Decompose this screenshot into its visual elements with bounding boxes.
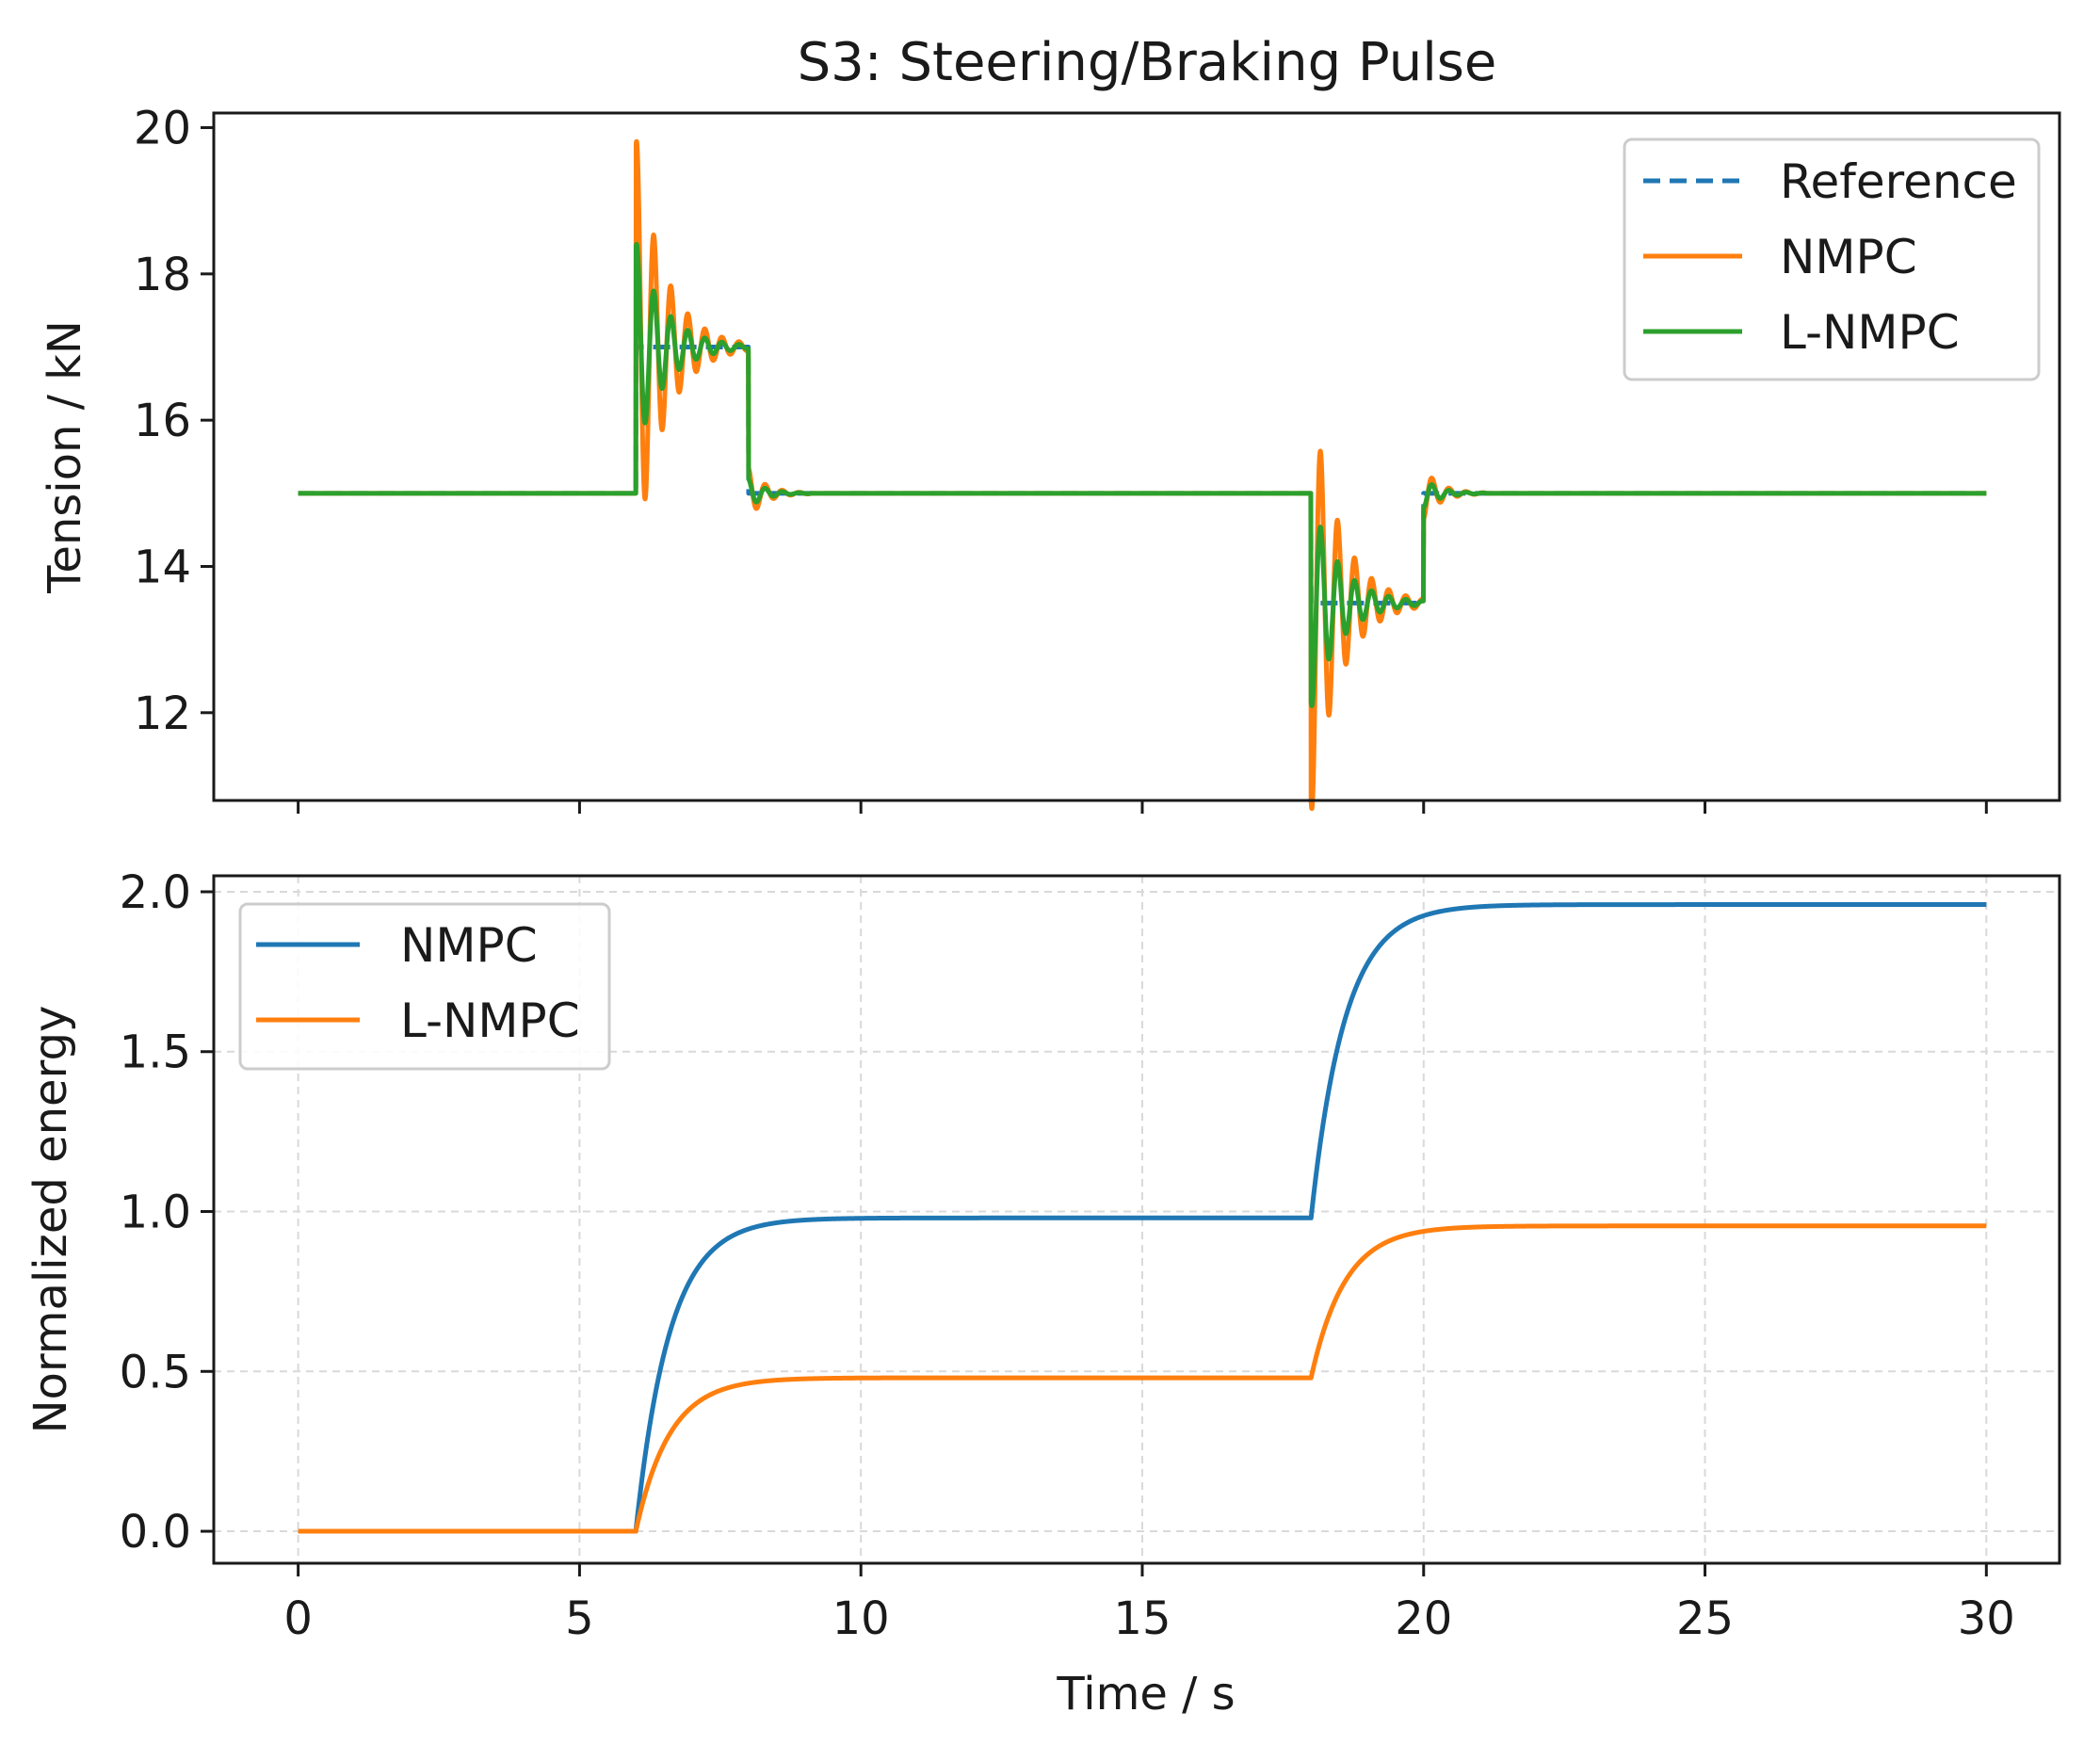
tension-panel: 12 14 16 18 20 Tension / kN Reference NMPC L-N… xyxy=(39,103,2061,814)
tension-legend: Reference NMPC L-NMPC xyxy=(1623,137,2041,381)
energy-plot-frame xyxy=(212,874,2061,1565)
energy-x-tick-label: 15 xyxy=(1113,1592,1171,1645)
energy-x-tick-label: 10 xyxy=(832,1592,890,1645)
energy-series xyxy=(296,902,1989,1534)
tension-series-reference xyxy=(296,345,1989,606)
energy-y-tick-label: 2.0 xyxy=(120,866,191,919)
energy-legend-label: NMPC xyxy=(400,918,538,973)
energy-x-tick-label: 25 xyxy=(1676,1592,1734,1645)
energy-y-axis-label: Normalized energy xyxy=(24,1006,77,1434)
tension-y-axis-label: Tension / kN xyxy=(39,320,91,594)
energy-y-tick-label: 1.5 xyxy=(120,1026,191,1079)
tension-legend-label: Reference xyxy=(1780,154,2017,209)
tension-plot-frame xyxy=(212,111,2061,802)
energy-ticks: 0 5 10 15 20 25 30 0.0 0.5 1.0 1.5 2.0 xyxy=(120,866,2015,1645)
tension-series xyxy=(296,138,1989,812)
energy-series-l-nmpc xyxy=(296,1223,1989,1534)
energy-y-tick-label: 1.0 xyxy=(120,1187,191,1239)
time-x-axis-label: Time / s xyxy=(1056,1668,1235,1721)
tension-legend-label: NMPC xyxy=(1780,230,1917,284)
tension-series-l-nmpc xyxy=(296,241,1989,708)
tension-y-tick-label: 12 xyxy=(134,687,191,740)
tension-y-tick-label: 18 xyxy=(134,249,191,301)
tension-y-tick-label: 14 xyxy=(134,541,191,593)
energy-y-tick-label: 0.0 xyxy=(120,1506,191,1559)
tension-ticks: 12 14 16 18 20 xyxy=(134,103,1988,814)
chart-title: S3: Steering/Braking Pulse xyxy=(798,32,1497,93)
energy-x-tick-label: 20 xyxy=(1395,1592,1452,1645)
energy-legend-label: L-NMPC xyxy=(400,994,580,1048)
energy-panel: 0 5 10 15 20 25 30 0.0 0.5 1.0 1.5 2.0 Normalized e… xyxy=(24,866,2061,1721)
tension-y-tick-label: 16 xyxy=(134,395,191,447)
energy-x-tick-label: 30 xyxy=(1958,1592,2015,1645)
tension-y-tick-label: 20 xyxy=(134,103,191,155)
energy-x-tick-label: 0 xyxy=(283,1592,313,1645)
tension-legend-box xyxy=(1623,137,2041,381)
energy-y-tick-label: 0.5 xyxy=(120,1346,191,1398)
energy-legend: NMPC L-NMPC xyxy=(238,902,611,1071)
energy-x-tick-label: 5 xyxy=(565,1592,594,1645)
tension-legend-label: L-NMPC xyxy=(1780,305,1960,360)
